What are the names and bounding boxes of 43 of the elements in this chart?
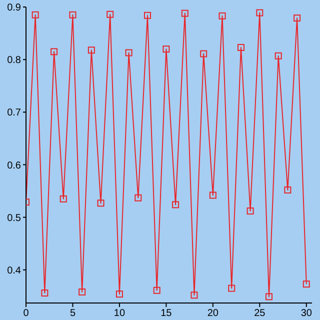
point: [246, 207, 254, 214]
point: [134, 194, 142, 202]
point: [116, 290, 123, 298]
y-tick-label: 0.8: [7, 55, 22, 66]
point: [125, 49, 132, 56]
y-tick-label: 0.6: [7, 160, 22, 172]
y-tick-label: 0.5: [7, 212, 22, 224]
point: [153, 286, 160, 294]
point: [200, 50, 208, 58]
point: [274, 52, 282, 60]
point: [294, 14, 301, 22]
point: [256, 9, 264, 16]
x-tick-label: 30: [300, 308, 312, 320]
point: [32, 11, 39, 18]
point: [172, 201, 180, 208]
point: [144, 12, 152, 19]
point: [302, 280, 310, 288]
x-tick-label: 5: [70, 308, 76, 320]
x-tick-label: 20: [207, 308, 219, 320]
point: [106, 10, 114, 18]
y-tick-label: 0.7: [7, 108, 22, 119]
point: [237, 44, 244, 51]
x-tick-label: 15: [160, 308, 172, 320]
x-tick-label: 0: [23, 308, 30, 320]
point: [60, 195, 67, 202]
point: [50, 48, 58, 56]
point: [181, 10, 188, 17]
point: [284, 186, 292, 194]
point: [190, 292, 198, 299]
x-tick-label: 10: [114, 308, 126, 320]
point: [78, 288, 86, 296]
point: [162, 46, 170, 53]
point: [97, 200, 104, 207]
point: [209, 192, 216, 199]
x-tick-label: 25: [254, 308, 266, 320]
point: [41, 290, 48, 297]
point: [69, 11, 76, 18]
y-tick-label: 0.4: [7, 265, 22, 276]
point: [228, 284, 236, 292]
y-tick-label: 0.9: [7, 2, 22, 14]
point: [88, 46, 95, 54]
point: [218, 12, 226, 20]
point: [266, 293, 273, 300]
